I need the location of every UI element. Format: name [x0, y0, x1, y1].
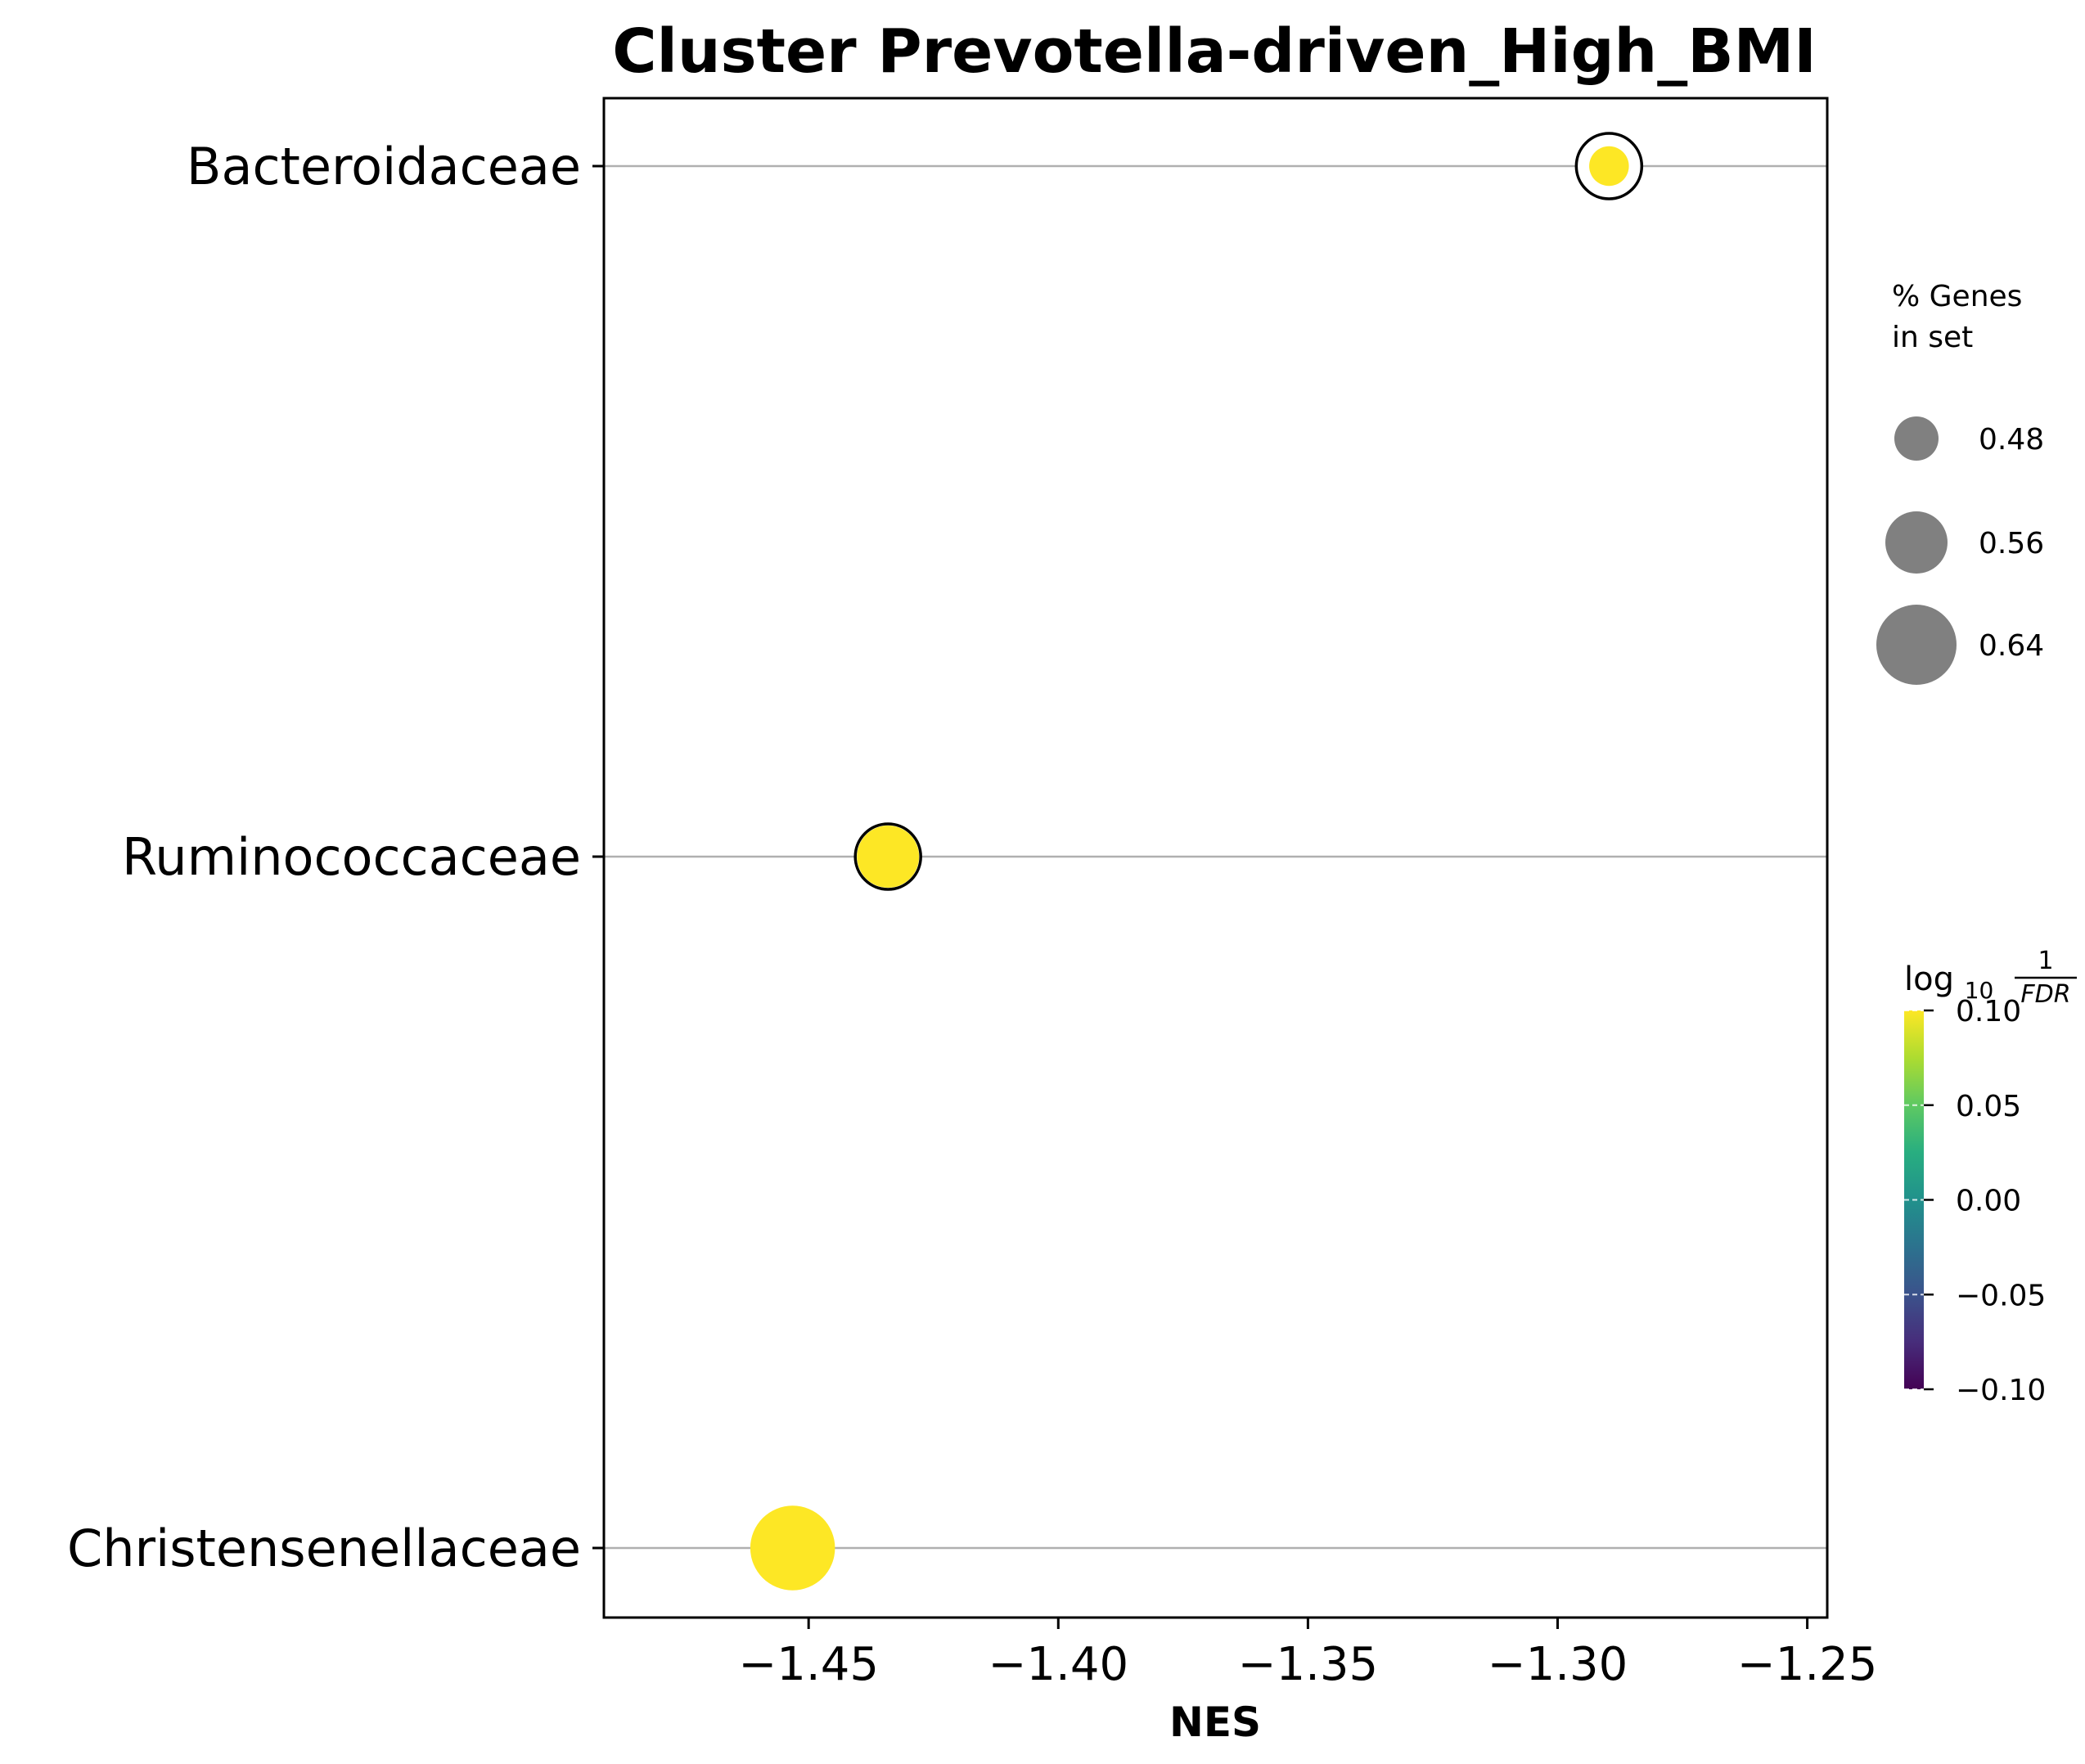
- x-tick-label: −1.30: [1488, 1638, 1628, 1691]
- size-legend-title-line1: % Genes: [1892, 280, 2022, 313]
- x-axis-label: NES: [1169, 1699, 1261, 1746]
- colorbar: log 10 1 FDR 0.10 0.05 0.00 −0.05 −0.10: [1904, 947, 2077, 1407]
- chart-title: Cluster Prevotella-driven_High_BMI: [612, 16, 1817, 87]
- x-tick-label: −1.45: [738, 1638, 879, 1691]
- colorbar-title-denominator: FDR: [2020, 980, 2070, 1009]
- y-tick-label: Christensenellaceae: [67, 1519, 581, 1578]
- colorbar-tick-label: −0.05: [1956, 1279, 2046, 1312]
- y-axis: Bacteroidaceae Ruminococcaceae Christensen…: [67, 137, 604, 1578]
- colorbar-tick-label: 0.10: [1956, 995, 2021, 1028]
- data-point: [750, 1505, 835, 1591]
- colorbar-tick-label: 0.05: [1956, 1090, 2021, 1123]
- plot-frame: [602, 97, 1829, 1619]
- data-point: [1589, 146, 1629, 187]
- size-legend-marker: [1894, 416, 1939, 461]
- colorbar-title-base: log: [1904, 961, 1954, 998]
- colorbar-title: log 10: [1904, 961, 1993, 1004]
- colorbar-tick-label: −0.10: [1956, 1374, 2046, 1407]
- x-axis: −1.45 −1.40 −1.35 −1.30 −1.25: [738, 1618, 1877, 1691]
- data-point: [857, 826, 920, 888]
- colorbar-tick-label: 0.00: [1956, 1185, 2021, 1218]
- x-tick-label: −1.35: [1238, 1638, 1379, 1691]
- colorbar-title-numerator: 1: [2038, 947, 2053, 975]
- y-tick-label: Ruminococcaceae: [122, 827, 581, 887]
- size-legend-title-line2: in set: [1892, 321, 1973, 354]
- size-legend-marker: [1885, 511, 1948, 574]
- size-legend: % Genes in set 0.48 0.56 0.64: [1876, 280, 2044, 685]
- colorbar-title-subscript: 10: [1965, 977, 1994, 1004]
- y-tick-label: Bacteroidaceae: [187, 137, 581, 196]
- size-legend-label: 0.64: [1979, 629, 2044, 663]
- size-legend-label: 0.48: [1979, 423, 2044, 457]
- grid-lines: [604, 164, 1827, 1550]
- x-tick-label: −1.40: [988, 1638, 1128, 1691]
- size-legend-marker: [1876, 605, 1957, 685]
- x-tick-label: −1.25: [1737, 1638, 1878, 1691]
- data-markers: [750, 132, 1644, 1591]
- size-legend-label: 0.56: [1979, 527, 2044, 560]
